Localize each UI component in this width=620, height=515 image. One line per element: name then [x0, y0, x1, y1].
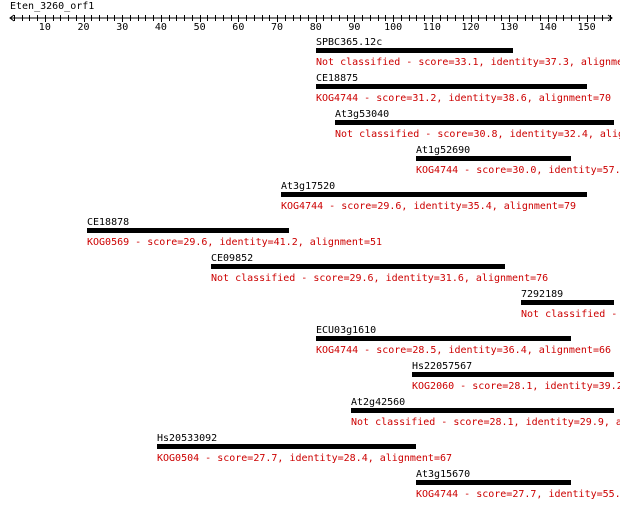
ruler-tick-label: 10: [39, 22, 51, 33]
hit-alignment-bar[interactable]: [316, 48, 513, 53]
ruler-tick-label: 80: [310, 22, 322, 33]
hit-alignment-bar[interactable]: [416, 480, 571, 485]
ruler-tick-label: 110: [423, 22, 441, 33]
query-title: Eten_3260_orf1: [10, 1, 94, 12]
hit-detail: KOG4744 - score=30.0, identity=57.5, ali…: [416, 165, 620, 176]
hit-name[interactable]: At3g15670: [416, 469, 470, 480]
hit-name[interactable]: Hs22057567: [412, 361, 472, 372]
hit-name[interactable]: At1g52690: [416, 145, 470, 156]
hit-detail: KOG0504 - score=27.7, identity=28.4, ali…: [157, 453, 452, 464]
hit-name[interactable]: CE18875: [316, 73, 358, 84]
ruler-tick-label: 50: [194, 22, 206, 33]
hit-name[interactable]: SPBC365.12c: [316, 37, 382, 48]
hit-name[interactable]: CE18878: [87, 217, 129, 228]
hit-detail: Not classified - score=29.6, identity=31…: [211, 273, 548, 284]
hit-row[interactable]: At2g42560 Not classified - score=28.1, id…: [351, 397, 620, 428]
hit-detail: Not classified - score=30.8, identity=32…: [335, 129, 620, 140]
hit-row[interactable]: Hs22057567 KOG2060 - score=28.1, identity…: [412, 361, 620, 392]
ruler-left-arrow-icon: [9, 14, 15, 22]
hit-name[interactable]: 7292189: [521, 289, 563, 300]
hit-detail: KOG4744 - score=27.7, identity=55.0, ali…: [416, 489, 620, 500]
ruler-tick-label: 60: [232, 22, 244, 33]
hit-alignment-bar[interactable]: [351, 408, 614, 413]
ruler-tick-label: 150: [578, 22, 596, 33]
ruler-tick-label: 30: [116, 22, 128, 33]
hit-row[interactable]: SPBC365.12c Not classified - score=33.1, …: [316, 37, 620, 68]
hit-alignment-bar[interactable]: [335, 120, 614, 125]
ruler-tick-label: 20: [78, 22, 90, 33]
hit-alignment-bar[interactable]: [416, 156, 571, 161]
hit-row[interactable]: At3g15670 KOG4744 - score=27.7, identity=…: [416, 469, 620, 500]
hit-alignment-bar[interactable]: [211, 264, 505, 269]
hit-detail: Not classified - score=33.1, identity=37…: [316, 57, 620, 68]
hit-alignment-bar[interactable]: [521, 300, 614, 305]
hit-name[interactable]: At3g17520: [281, 181, 335, 192]
hit-row[interactable]: CE18878 KOG0569 - score=29.6, identity=41…: [87, 217, 382, 248]
ruler-tick-label: 120: [461, 22, 479, 33]
sequence-ruler: 10 20 30 40 50 60 70 80 90 100 110 120 130 140 150: [9, 14, 613, 33]
hit-name[interactable]: CE09852: [211, 253, 253, 264]
ruler-tick-label: 100: [384, 22, 402, 33]
hit-detail: Not classified - score=28.1, identity=29…: [351, 417, 620, 428]
hit-detail: KOG4744 - score=29.6, identity=35.4, ali…: [281, 201, 576, 212]
ruler-tick-label: 130: [500, 22, 518, 33]
hit-row[interactable]: At3g17520 KOG4744 - score=29.6, identity=…: [281, 181, 587, 212]
hit-name[interactable]: Hs20533092: [157, 433, 217, 444]
ruler-tick-label: 90: [348, 22, 360, 33]
hit-alignment-bar[interactable]: [316, 84, 587, 89]
hit-row[interactable]: 7292189 Not classified - score=28.9, iden…: [521, 289, 620, 320]
hit-alignment-bar[interactable]: [412, 372, 614, 377]
hit-row[interactable]: ECU03g1610 KOG4744 - score=28.5, identity…: [316, 325, 611, 356]
ruler-tick-label: 140: [539, 22, 557, 33]
hit-detail: KOG4744 - score=28.5, identity=36.4, ali…: [316, 345, 611, 356]
hit-detail: KOG4744 - score=31.2, identity=38.6, ali…: [316, 93, 611, 104]
hit-detail: KOG0569 - score=29.6, identity=41.2, ali…: [87, 237, 382, 248]
hit-row[interactable]: CE09852 Not classified - score=29.6, iden…: [211, 253, 548, 284]
hit-alignment-bar[interactable]: [87, 228, 289, 233]
hit-detail: Not classified - score=28.9, identity=40…: [521, 309, 620, 320]
ruler-tick-label: 40: [155, 22, 167, 33]
hit-name[interactable]: ECU03g1610: [316, 325, 376, 336]
hit-alignment-bar[interactable]: [281, 192, 587, 197]
ruler-tick-label: 70: [271, 22, 283, 33]
hit-name[interactable]: At2g42560: [351, 397, 405, 408]
hit-row[interactable]: At1g52690 KOG4744 - score=30.0, identity=…: [416, 145, 620, 176]
hit-name[interactable]: At3g53040: [335, 109, 389, 120]
hit-list: SPBC365.12c Not classified - score=33.1, …: [87, 37, 620, 500]
ruler-right-arrow-icon: [607, 14, 613, 22]
hit-row[interactable]: At3g53040 Not classified - score=30.8, id…: [335, 109, 620, 140]
hit-alignment-bar[interactable]: [316, 336, 571, 341]
hit-detail: KOG2060 - score=28.1, identity=39.2, ali…: [412, 381, 620, 392]
hit-row[interactable]: CE18875 KOG4744 - score=31.2, identity=38…: [316, 73, 611, 104]
hit-alignment-bar[interactable]: [157, 444, 416, 449]
hit-row[interactable]: Hs20533092 KOG0504 - score=27.7, identity…: [157, 433, 452, 464]
